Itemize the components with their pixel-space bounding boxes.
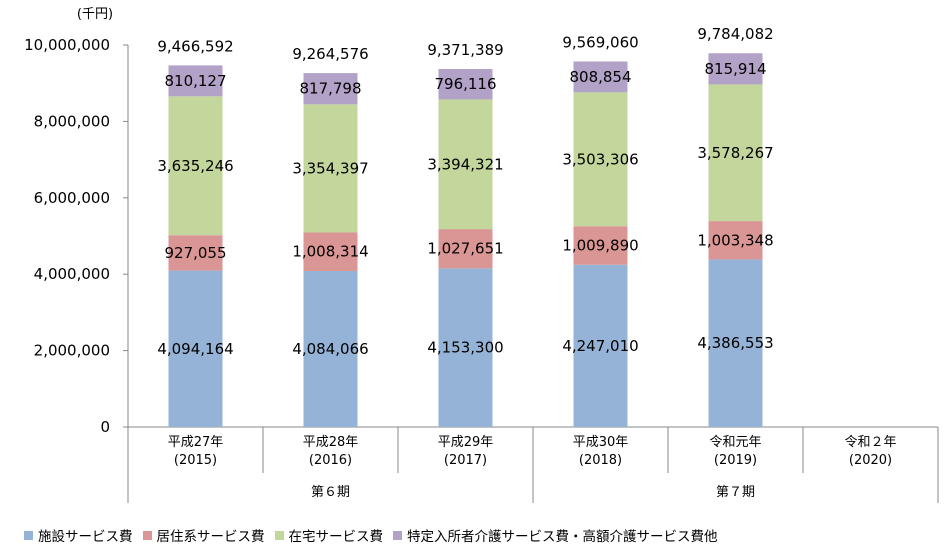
category-label: 平成30年 xyxy=(573,435,629,450)
category-year-label: (2020) xyxy=(849,453,892,468)
category-year-label: (2016) xyxy=(309,453,352,468)
y-axis-unit-label: (千円) xyxy=(77,7,113,22)
bar-segment xyxy=(168,96,223,236)
legend-swatch xyxy=(142,530,152,540)
category-label: 平成29年 xyxy=(438,435,494,450)
y-tick-label: 10,000,000 xyxy=(24,36,110,54)
bar-segment-value-label: 927,055 xyxy=(164,244,226,262)
bar-segment xyxy=(573,264,628,427)
category-label: 平成27年 xyxy=(168,435,224,450)
legend-label: 施設サービス費 xyxy=(38,529,133,545)
bar-segment xyxy=(438,229,493,269)
bar-segment-value-label: 3,578,267 xyxy=(697,144,773,162)
bar-segment-value-label: 1,003,348 xyxy=(697,231,773,249)
bar-segment-value-label: 3,503,306 xyxy=(562,150,638,168)
category-year-label: (2018) xyxy=(579,453,622,468)
bar-segment xyxy=(573,61,628,93)
bar-segment-value-label: 3,394,321 xyxy=(427,155,503,173)
y-tick-label: 2,000,000 xyxy=(34,342,110,360)
bar-segment xyxy=(168,235,223,271)
bar-total-label: 9,784,082 xyxy=(697,25,773,43)
bar-segment xyxy=(708,53,763,85)
legend-swatch xyxy=(24,530,33,540)
y-tick-label: 8,000,000 xyxy=(34,112,110,130)
legend-item: 特定入所者介護サービス費・高額介護サービス費他 xyxy=(393,525,718,545)
legend-label: 居住系サービス費 xyxy=(156,529,265,545)
bar-segment-value-label: 1,009,890 xyxy=(562,236,638,254)
bar-segment xyxy=(438,268,493,427)
bar-segment-value-label: 808,854 xyxy=(569,68,631,86)
bar-segment xyxy=(303,270,358,427)
bar-total-label: 9,371,389 xyxy=(427,41,503,59)
bar-total-label: 9,466,592 xyxy=(157,37,233,55)
bar-total-label: 9,569,060 xyxy=(562,33,638,51)
bar-segment-value-label: 817,798 xyxy=(299,80,361,98)
bar-segment-value-label: 1,008,314 xyxy=(292,243,368,261)
bar-segment-value-label: 3,354,397 xyxy=(292,159,368,177)
bar-segment xyxy=(168,65,223,97)
bar-segment xyxy=(438,99,493,230)
group-label: 第６期 xyxy=(311,485,350,500)
category-year-label: (2019) xyxy=(714,453,757,468)
bar-segment xyxy=(708,84,763,222)
legend-item: 在宅サービス費 xyxy=(274,525,384,545)
category-label: 平成28年 xyxy=(303,435,359,450)
bar-segment xyxy=(303,104,358,233)
bar-segment-value-label: 4,084,066 xyxy=(292,340,368,358)
bar-segment xyxy=(168,270,223,427)
category-label: 令和２年 xyxy=(844,435,896,450)
legend-swatch xyxy=(393,530,402,540)
bar-segment-value-label: 810,127 xyxy=(164,72,226,90)
bar-segment-value-label: 796,116 xyxy=(434,75,496,93)
bar-segment-value-label: 3,635,246 xyxy=(157,157,233,175)
legend-swatch xyxy=(274,530,284,540)
legend-label: 在宅サービス費 xyxy=(288,529,384,545)
bar-segment-value-label: 4,247,010 xyxy=(562,337,638,355)
category-label: 令和元年 xyxy=(709,435,761,450)
group-label: 第７期 xyxy=(716,485,755,500)
bar-segment-value-label: 4,094,164 xyxy=(157,340,233,358)
bar-segment xyxy=(708,259,763,427)
legend-label: 特定入所者介護サービス費・高額介護サービス費他 xyxy=(407,529,718,545)
bar-segment xyxy=(573,92,628,227)
bar-segment xyxy=(438,69,493,100)
legend-item: 居住系サービス費 xyxy=(142,525,265,545)
chart-legend: 施設サービス費 居住系サービス費 在宅サービス費 特定入所者介護サービス費・高額介護サ… xyxy=(24,524,728,546)
y-tick-label: 0 xyxy=(100,418,110,436)
bar-segment-value-label: 815,914 xyxy=(704,60,766,78)
bar-segment-value-label: 1,027,651 xyxy=(427,240,503,258)
bar-segment-value-label: 4,386,553 xyxy=(697,334,773,352)
legend-item: 施設サービス費 xyxy=(24,525,133,545)
bar-segment-value-label: 4,153,300 xyxy=(427,339,503,357)
bar-segment xyxy=(708,221,763,260)
y-tick-label: 6,000,000 xyxy=(34,189,110,207)
bar-total-label: 9,264,576 xyxy=(292,45,368,63)
bar-segment xyxy=(303,232,358,271)
bar-segment xyxy=(303,73,358,105)
category-year-label: (2015) xyxy=(174,453,217,468)
bar-segment xyxy=(573,226,628,265)
y-tick-label: 4,000,000 xyxy=(34,265,110,283)
category-year-label: (2017) xyxy=(444,453,487,468)
